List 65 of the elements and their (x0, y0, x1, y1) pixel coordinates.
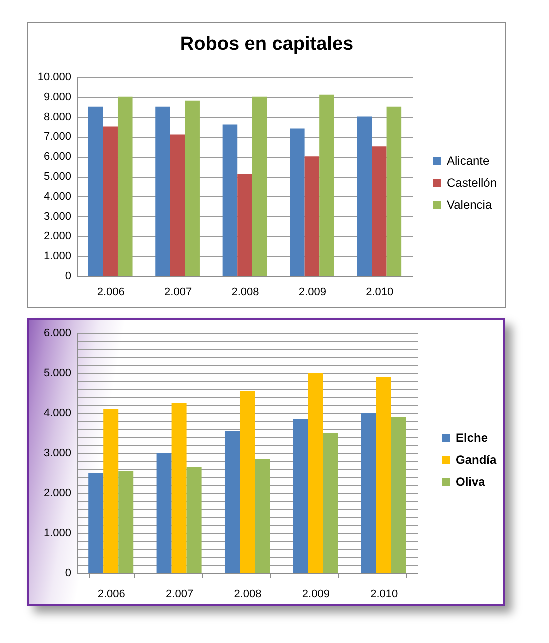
bar (357, 116, 372, 276)
y-tick-label: 7.000 (44, 131, 72, 144)
bar (391, 417, 406, 573)
legend-label: Valencia (447, 198, 492, 212)
x-tick-label: 2.009 (298, 286, 326, 298)
y-tick-label: 2.000 (44, 488, 72, 500)
y-tick-label: 9.000 (44, 91, 72, 104)
x-tick-label: 2.007 (164, 286, 192, 298)
bar (372, 146, 387, 276)
y-tick-label: 6.000 (44, 151, 72, 164)
bar (240, 391, 255, 573)
x-tick-label: 2.010 (366, 286, 394, 298)
y-tick-label: 10.000 (38, 72, 72, 84)
bar (172, 403, 187, 573)
y-tick-label: 5.000 (44, 171, 72, 183)
bar (376, 377, 392, 573)
bar (88, 106, 104, 276)
legend-label: Alicante (447, 154, 490, 168)
bar (156, 106, 170, 276)
y-tick-label: 5.000 (44, 368, 72, 380)
bar (386, 106, 402, 276)
bar (222, 124, 238, 276)
y-tick-label: 1.000 (44, 528, 72, 540)
x-tick-label: 2.009 (302, 588, 330, 600)
bar (170, 134, 186, 276)
bar (104, 409, 119, 573)
bar (304, 156, 320, 276)
legend-label: Gandía (456, 453, 497, 467)
y-tick-label: 4.000 (44, 408, 72, 420)
y-tick-label: 3.000 (44, 448, 72, 460)
y-tick-label: 3.000 (44, 210, 72, 223)
y-tick-label: 4.000 (44, 190, 72, 203)
chart-title: Robos en capitales (180, 34, 354, 55)
bar (118, 96, 133, 276)
bar (293, 419, 308, 573)
bar (308, 373, 324, 573)
legend-label: Elche (456, 431, 488, 445)
bar (185, 100, 200, 276)
bar (290, 128, 305, 276)
bar (88, 473, 104, 573)
bar (255, 459, 270, 573)
x-tick-label: 2.007 (166, 588, 194, 600)
bar (186, 467, 202, 573)
y-tick-label: 0 (65, 568, 72, 580)
y-tick-label: 0 (65, 270, 72, 282)
y-tick-label: 8.000 (44, 111, 72, 124)
legend-label: Oliva (456, 475, 486, 489)
y-tick-label: 1.000 (44, 250, 72, 263)
y-tick-label: 2.000 (44, 230, 72, 243)
bar (103, 126, 118, 276)
bar (118, 471, 134, 573)
x-tick-label: 2.006 (97, 286, 125, 298)
bar (252, 96, 268, 276)
y-tick-label: 6.000 (44, 328, 72, 340)
legend-label: Castellón (447, 176, 498, 190)
bar (320, 94, 334, 276)
x-tick-label: 2.010 (370, 588, 398, 600)
x-tick-label: 2.006 (98, 588, 126, 600)
bar (224, 431, 240, 573)
bar (238, 174, 252, 276)
bar (323, 433, 338, 573)
x-tick-label: 2.008 (232, 286, 260, 298)
bar (361, 413, 376, 573)
x-tick-label: 2.008 (234, 588, 262, 600)
bar (156, 453, 172, 573)
